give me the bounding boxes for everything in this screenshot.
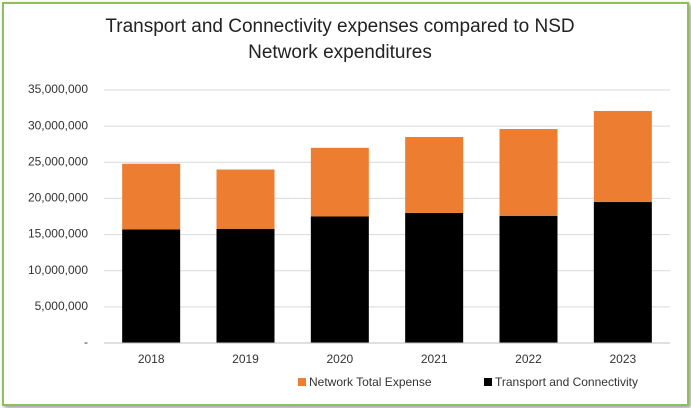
legend-label: Transport and Connectivity — [495, 375, 638, 389]
chart-title: Transport and Connectivity expenses comp… — [105, 16, 575, 63]
bar-segment — [499, 129, 558, 216]
bar-segment — [499, 215, 558, 343]
y-tick-label: 10,000,000 — [28, 263, 88, 277]
y-tick-label: 20,000,000 — [28, 191, 88, 205]
y-tick-label: 35,000,000 — [28, 82, 88, 96]
legend-swatch — [298, 378, 306, 386]
bar-segment — [593, 202, 652, 343]
bar-segment — [122, 163, 181, 230]
legend-label: Network Total Expense — [309, 375, 432, 389]
bar-segment — [310, 216, 369, 343]
x-tick-label: 2018 — [138, 352, 165, 366]
y-tick-label: 25,000,000 — [28, 154, 88, 168]
x-tick-label: 2020 — [326, 352, 353, 366]
bar-segment — [405, 136, 464, 213]
x-tick-label: 2019 — [232, 352, 259, 366]
bar-segment — [216, 228, 275, 343]
bar-segment — [310, 147, 369, 217]
bar-segment — [405, 212, 464, 343]
bar-segment — [593, 110, 652, 203]
bar-segment — [216, 169, 275, 229]
legend-swatch — [484, 378, 492, 386]
x-tick-label: 2021 — [421, 352, 448, 366]
bar-segment — [122, 229, 181, 343]
x-tick-label: 2022 — [515, 352, 542, 366]
y-tick-label: - — [84, 335, 88, 349]
y-tick-label: 15,000,000 — [28, 227, 88, 241]
y-tick-label: 30,000,000 — [28, 118, 88, 132]
y-tick-label: 5,000,000 — [35, 299, 89, 313]
x-tick-label: 2023 — [609, 352, 636, 366]
